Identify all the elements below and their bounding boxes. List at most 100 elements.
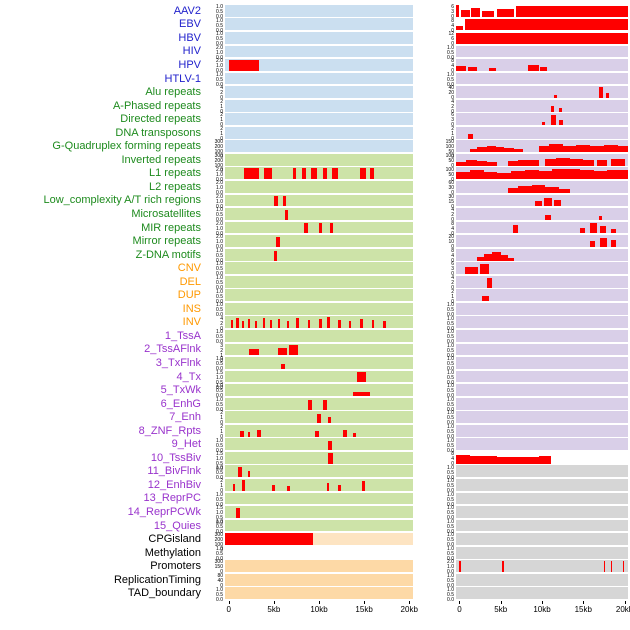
y-tick-label: 1.0	[216, 356, 223, 363]
y-tick-label: 1	[220, 415, 223, 422]
y-tick-label: 1.0	[216, 545, 223, 552]
y-tick-label: 4	[451, 63, 454, 70]
data-bar	[456, 32, 628, 44]
y-tick-label: 1.0	[447, 532, 454, 539]
track-panel-right	[456, 126, 628, 139]
track-row-alu-repeats: Alu repeats 4 2 0 40 20 0	[0, 85, 630, 101]
y-tick-label: 1.0	[447, 545, 454, 552]
y-axis-ticks-right: 1.0 0.5 0.0	[435, 532, 456, 548]
y-tick-label: 1.0	[216, 171, 223, 178]
data-bar	[583, 159, 594, 166]
y-tick-label: 0.0	[447, 488, 454, 495]
x-tick-mark	[459, 601, 461, 604]
y-tick-label: 2.0	[216, 220, 223, 227]
y-tick-label: 30	[448, 185, 454, 192]
x-tick-mark	[228, 601, 230, 604]
track-label: 7_Enh	[169, 411, 201, 424]
track-row-1-tssa: 1_TssA 1.0 0.5 0.0 1.0 0.5 0.0	[0, 329, 630, 345]
y-tick-label: 0.5	[447, 483, 454, 490]
y-tick-label: 1.0	[216, 4, 223, 11]
y-tick-label: 0.5	[216, 379, 223, 386]
y-tick-label: 0.0	[216, 474, 223, 481]
track-panel-right	[456, 302, 628, 315]
y-tick-label: 1.0	[447, 437, 454, 444]
track-label: ReplicationTiming	[113, 573, 201, 586]
track-row-z-dna-motifs: Z-DNA motifs 1.0 0.5 0.0 8 4 0	[0, 248, 630, 263]
track-row-9-het: 9_Het 1.0 0.5 0.0 1.0 0.5 0.0	[0, 437, 630, 454]
data-bar	[497, 9, 515, 17]
track-panel-left	[225, 99, 413, 112]
track-panel-right	[456, 221, 628, 234]
x-axis-left: 0 5kb 10kb 15kb 20kb	[225, 601, 418, 619]
data-bar	[610, 159, 625, 166]
y-tick-label: 0.5	[216, 9, 223, 16]
track-label: 9_Het	[171, 438, 201, 451]
y-tick-label: 0.5	[216, 401, 223, 408]
track-panel-right	[456, 384, 628, 396]
y-tick-label: 8	[451, 58, 454, 65]
data-bar	[535, 201, 542, 207]
x-tick-mark	[583, 601, 585, 604]
track-row-5-txwk: 5_TxWk 1.0 0.5 0.0 1.0 0.5 0.0	[0, 383, 630, 399]
y-tick-label: 1.0	[447, 302, 454, 309]
y-tick-label: 2	[220, 125, 223, 132]
y-tick-label: 0.5	[216, 22, 223, 29]
track-panel-left	[225, 31, 413, 44]
track-panel-right	[456, 45, 628, 58]
y-tick-label: 0	[220, 569, 223, 576]
y-tick-label: 6	[451, 261, 454, 268]
y-tick-label: 0.0	[447, 406, 454, 413]
y-tick-label: 0	[220, 547, 223, 554]
data-bar	[456, 455, 470, 464]
y-tick-label: 1.0	[216, 71, 223, 78]
data-bar	[512, 225, 518, 234]
y-tick-label: 0.5	[216, 442, 223, 449]
y-tick-label: 0	[451, 230, 454, 237]
y-tick-label: 1.0	[216, 383, 223, 390]
data-bar	[554, 200, 561, 207]
y-tick-label: 0.5	[216, 388, 223, 395]
data-bar	[243, 168, 259, 180]
y-axis-ticks-left: 1.5 1.0 0.5 0.0	[204, 452, 225, 472]
data-bar	[545, 159, 556, 166]
track-panel-right	[456, 140, 628, 153]
y-axis-ticks-right: 1.0 0.5 0.0	[435, 330, 456, 345]
track-row-mir-repeats: MIR repeats 2.0 1.0 0.0 8 4 0	[0, 220, 630, 237]
y-tick-label: 0.0	[216, 447, 223, 454]
track-row-dna-transposons: DNA transposons 2 1 0 2 1 0	[0, 125, 630, 141]
y-tick-label: 1.0	[447, 315, 454, 322]
y-tick-label: 0	[220, 168, 223, 175]
y-tick-label: 1	[451, 293, 454, 300]
x-tick-mark	[364, 601, 366, 604]
y-tick-label: 0.5	[447, 334, 454, 341]
y-tick-label: 0.5	[447, 510, 454, 517]
y-tick-label: 1.0	[216, 464, 223, 471]
track-panel-right	[456, 560, 628, 573]
x-tick-label: 20kb	[400, 605, 418, 614]
y-tick-label: 0.0	[216, 68, 223, 75]
track-panel-right	[456, 587, 628, 600]
y-tick-label: 0.0	[216, 312, 223, 319]
data-bar	[483, 171, 498, 180]
y-tick-label: 1	[220, 428, 223, 435]
y-axis-ticks-left: 80 40 0	[204, 573, 225, 588]
data-bar	[352, 432, 356, 437]
data-bar	[610, 240, 616, 247]
y-tick-label: 100	[214, 542, 223, 549]
data-bar	[559, 107, 562, 112]
track-label: Inverted repeats	[121, 153, 202, 166]
data-bar	[504, 148, 515, 153]
y-tick-label: 1.0	[447, 572, 454, 579]
data-bar	[255, 321, 257, 329]
y-tick-label: 1.0	[447, 71, 454, 78]
y-tick-label: 4	[451, 456, 454, 463]
data-bar	[464, 19, 628, 31]
data-bar	[507, 257, 515, 261]
y-axis-ticks-right: 1.0 0.5 0.0	[435, 315, 456, 331]
track-row-inverted-repeats: Inverted repeats 300 200 100 0 100 50 0	[0, 153, 630, 174]
y-tick-label: 1.0	[447, 586, 454, 593]
track-panel-left	[225, 289, 413, 302]
y-tick-label: 1.5	[216, 505, 223, 512]
data-bar	[497, 456, 512, 464]
